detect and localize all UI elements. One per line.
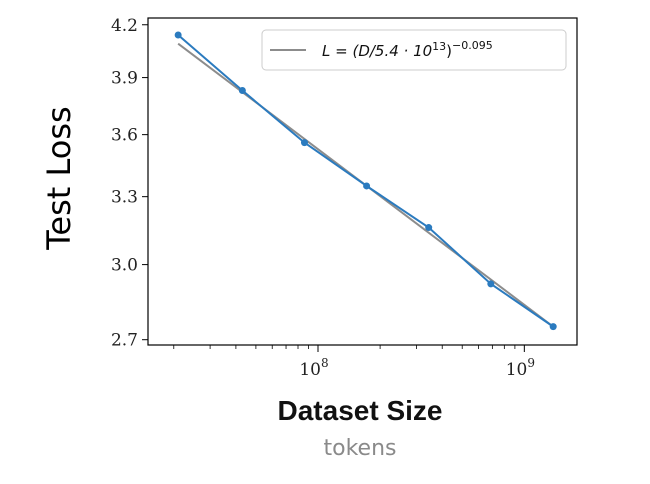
x-axis-ticks: 108 109 — [173, 345, 535, 380]
plot-area-frame — [147, 17, 578, 346]
legend-sup1: 13 — [432, 40, 446, 53]
data-point — [300, 139, 308, 147]
data-point — [174, 31, 182, 39]
legend: L = (D/5.4 · 1013)−0.095 — [261, 29, 567, 71]
data-series-layer — [174, 31, 557, 331]
y-tick-label: 3.0 — [111, 256, 138, 276]
data-point — [238, 86, 246, 94]
y-tick-label: 2.7 — [111, 331, 138, 351]
legend-box — [261, 29, 567, 71]
x-axis-label: Dataset Size — [278, 395, 443, 426]
y-tick-label: 4.2 — [111, 16, 138, 36]
data-point — [363, 182, 371, 190]
y-tick-label: 3.9 — [111, 69, 138, 89]
legend-mid: ) — [446, 42, 452, 60]
legend-lhs: L = (D/5.4 · 10 — [322, 42, 432, 60]
legend-sup2: −0.095 — [452, 39, 493, 52]
x-tick-label: 109 — [506, 356, 535, 380]
legend-label: L = (D/5.4 · 1013)−0.095 — [322, 39, 493, 60]
y-axis-ticks: 2.7 3.0 3.3 3.6 3.9 4.2 — [111, 16, 148, 351]
x-axis-unit: tokens — [324, 436, 397, 461]
y-tick-label: 3.6 — [111, 126, 138, 146]
x-tick-label: 108 — [299, 356, 328, 380]
data-line — [177, 34, 554, 328]
y-tick-label: 3.3 — [111, 188, 138, 208]
data-point — [487, 280, 495, 288]
y-axis-label: Test Loss — [40, 106, 78, 250]
data-point — [549, 323, 557, 331]
data-point — [425, 224, 433, 232]
